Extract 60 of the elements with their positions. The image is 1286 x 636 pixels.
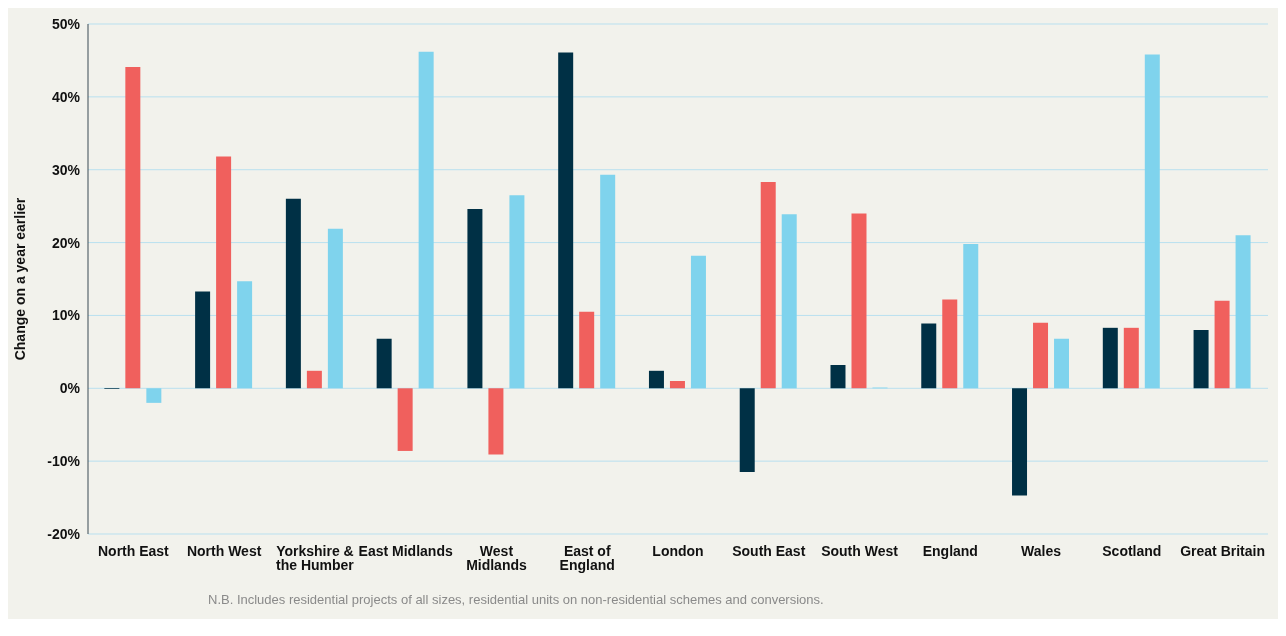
- x-tick-label: Wales: [1021, 542, 1062, 559]
- bar: [397, 388, 413, 451]
- x-tick-label: London: [652, 542, 704, 559]
- bar: [921, 323, 937, 389]
- bar: [216, 156, 232, 389]
- bar: [327, 228, 343, 389]
- x-tick-label: East of England: [559, 542, 615, 573]
- x-tick-label: South East: [732, 542, 806, 559]
- y-tick-label: 20%: [51, 234, 81, 251]
- bar: [125, 66, 141, 389]
- x-tick-label: North West: [186, 542, 262, 559]
- bar: [600, 174, 616, 389]
- y-axis-title: Change on a year earlier: [11, 197, 28, 361]
- bar: [467, 209, 483, 389]
- bar: [760, 182, 776, 389]
- x-tick-label: North East: [97, 542, 170, 559]
- bar: [1033, 322, 1049, 389]
- y-tick-label: 0%: [59, 380, 81, 397]
- bar: [781, 214, 797, 389]
- y-tick-label: -10%: [47, 453, 81, 470]
- bar: [146, 388, 162, 403]
- x-tick-label: East Midlands: [358, 542, 453, 559]
- x-tick-label: Great Britain: [1180, 542, 1266, 559]
- bar: [690, 255, 706, 389]
- y-tick-label: -20%: [47, 525, 81, 542]
- bar: [1193, 330, 1209, 389]
- bar: [1054, 338, 1070, 389]
- text: N.B. Includes residential projects of all sizes, residential units on non-residential schemes and conversions.: [207, 591, 825, 609]
- bar: [1235, 235, 1251, 389]
- bar: [558, 52, 574, 389]
- x-tick-label: South West: [821, 542, 899, 559]
- bar: [1102, 327, 1118, 389]
- bar: [306, 370, 322, 389]
- bar: [1012, 388, 1028, 496]
- y-tick-label: 50%: [51, 15, 81, 32]
- x-tick-label: Scotland: [1102, 542, 1162, 559]
- bar: [1123, 327, 1139, 389]
- bar: [851, 213, 867, 389]
- x-tick-label: England: [922, 542, 978, 559]
- bar: [418, 51, 434, 389]
- bar: [488, 388, 504, 455]
- y-tick-label: 40%: [51, 88, 81, 105]
- bar: [376, 338, 392, 389]
- bar: [195, 291, 211, 389]
- bar: [285, 198, 301, 389]
- x-tick-label: West Midlands: [466, 542, 528, 573]
- bar: [1214, 300, 1230, 389]
- bar: [739, 388, 755, 473]
- bar: [963, 244, 979, 389]
- y-tick-label: 10%: [51, 307, 81, 324]
- bar: [1144, 54, 1160, 389]
- bar: [669, 381, 685, 389]
- bar: [942, 299, 958, 389]
- bar: [830, 364, 846, 389]
- bar: [648, 370, 664, 389]
- bar: [509, 195, 525, 389]
- bar: [579, 311, 595, 389]
- bar: [237, 281, 253, 389]
- x-tick-label: Yorkshire & the Humber: [276, 542, 355, 573]
- y-tick-label: 30%: [51, 161, 81, 178]
